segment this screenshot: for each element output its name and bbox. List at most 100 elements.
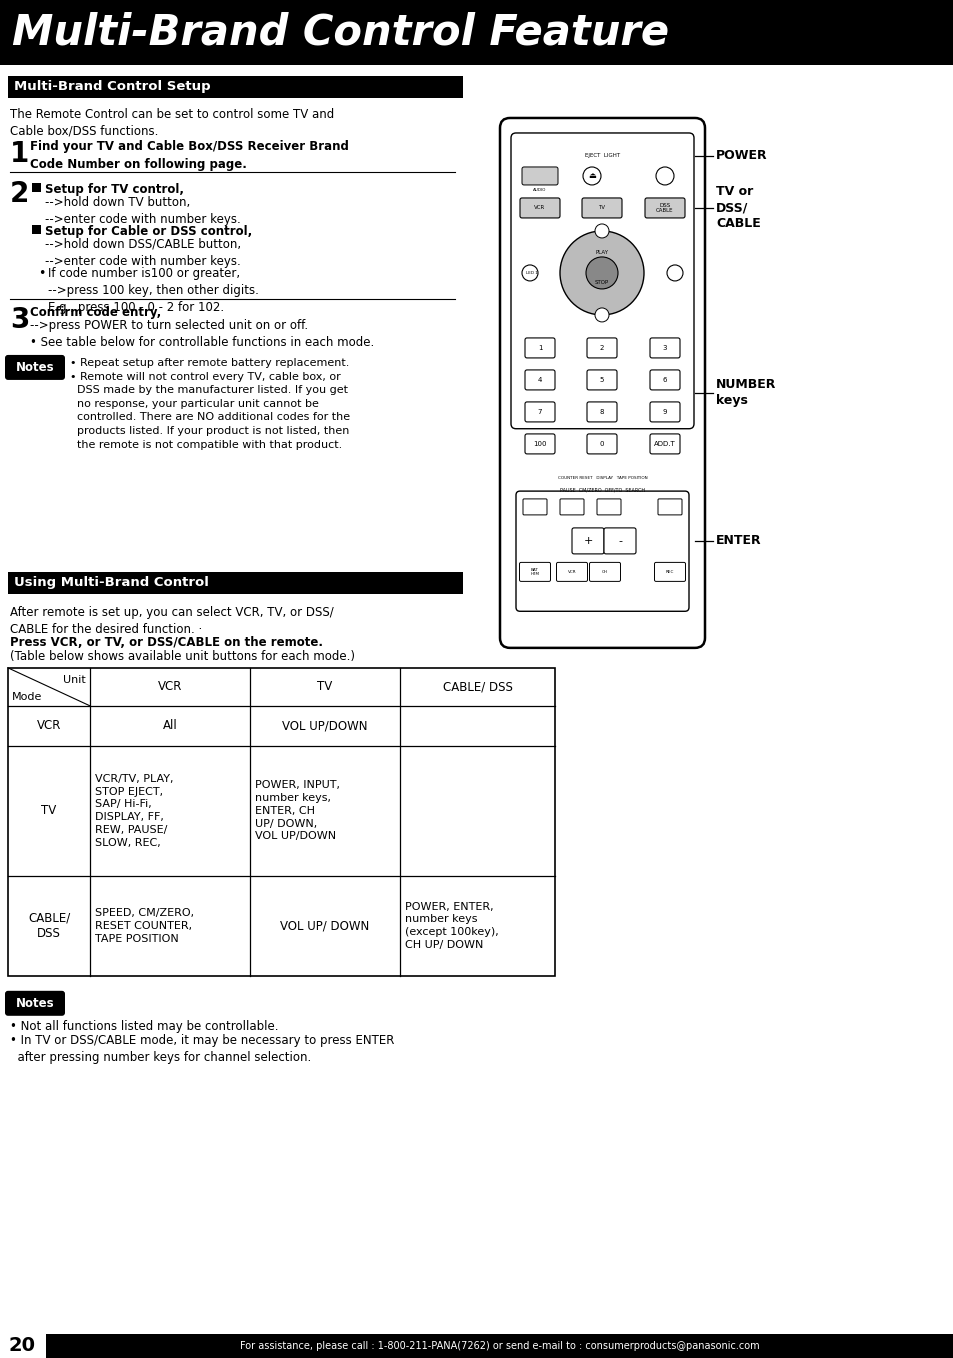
FancyBboxPatch shape [649,369,679,390]
FancyBboxPatch shape [516,492,688,611]
FancyBboxPatch shape [524,435,555,454]
Circle shape [666,265,682,281]
Text: For assistance, please call : 1-800-211-PANA(7262) or send e-mail to : consumerp: For assistance, please call : 1-800-211-… [240,1340,759,1351]
Bar [0,0,953,65]
FancyBboxPatch shape [499,118,704,648]
Text: 2: 2 [599,345,603,350]
Text: TV: TV [41,804,56,818]
Text: DSS
CABLE: DSS CABLE [656,204,673,213]
Text: Notes: Notes [15,361,54,373]
Text: SPEED, CM/ZERO,
RESET COUNTER,
TAPE POSITION: SPEED, CM/ZERO, RESET COUNTER, TAPE POSI… [95,909,193,944]
Text: 0: 0 [599,441,603,447]
Text: REC: REC [665,570,674,574]
FancyBboxPatch shape [586,435,617,454]
Text: Press VCR, or TV, or DSS/CABLE on the remote.: Press VCR, or TV, or DSS/CABLE on the re… [10,636,323,649]
FancyBboxPatch shape [511,133,693,429]
Text: +: + [582,536,592,546]
Text: 3: 3 [10,306,30,334]
Text: 1: 1 [10,140,30,168]
Circle shape [585,257,618,289]
Text: VCR/TV, PLAY,
STOP EJECT,
SAP/ Hi-Fi,
DISPLAY, FF,
REW, PAUSE/
SLOW, REC,: VCR/TV, PLAY, STOP EJECT, SAP/ Hi-Fi, DI… [95,774,173,847]
Text: EJECT  LIGHT: EJECT LIGHT [584,153,619,159]
Bar [32,183,41,191]
Text: BAT
HTM: BAT HTM [530,568,539,576]
Circle shape [595,224,608,238]
Text: -->hold down TV button,
-->enter code with number keys.: -->hold down TV button, -->enter code wi… [45,196,240,225]
FancyBboxPatch shape [5,991,65,1016]
FancyBboxPatch shape [658,498,681,515]
FancyBboxPatch shape [586,338,617,359]
Text: CABLE/
DSS: CABLE/ DSS [28,911,71,940]
FancyBboxPatch shape [524,369,555,390]
Text: 100: 100 [533,441,546,447]
Text: -->hold down DSS/CABLE button,
-->enter code with number keys.: -->hold down DSS/CABLE button, -->enter … [45,238,241,268]
Text: • Repeat setup after remote battery replacement.
• Remote will not control every: • Repeat setup after remote battery repl… [70,359,350,449]
FancyBboxPatch shape [586,402,617,422]
FancyBboxPatch shape [649,338,679,359]
FancyBboxPatch shape [524,402,555,422]
Text: Multi-Brand Control Setup: Multi-Brand Control Setup [14,80,211,94]
FancyBboxPatch shape [649,435,679,454]
FancyBboxPatch shape [519,198,559,217]
FancyBboxPatch shape [5,354,65,380]
Text: 20: 20 [9,1336,35,1355]
Bar [8,76,462,98]
FancyBboxPatch shape [521,167,558,185]
Circle shape [559,231,643,315]
Text: VCR: VCR [567,570,576,574]
Text: Multi-Brand Control Feature: Multi-Brand Control Feature [12,11,668,53]
Text: (Table below shows available unit buttons for each mode.): (Table below shows available unit button… [10,650,355,663]
Text: TV: TV [317,680,333,694]
Text: After remote is set up, you can select VCR, TV, or DSS/
CABLE for the desired fu: After remote is set up, you can select V… [10,606,334,636]
Text: PLAY: PLAY [595,250,608,255]
Text: • In TV or DSS/CABLE mode, it may be necessary to press ENTER
  after pressing n: • In TV or DSS/CABLE mode, it may be nec… [10,1033,394,1063]
Text: STOP: STOP [595,281,608,285]
Bar [8,572,462,593]
FancyBboxPatch shape [603,528,636,554]
Text: All: All [162,720,177,732]
FancyBboxPatch shape [524,338,555,359]
Text: POWER, ENTER,
number keys
(except 100key),
CH UP/ DOWN: POWER, ENTER, number keys (except 100key… [405,902,498,951]
Text: VOL UP/ DOWN: VOL UP/ DOWN [280,919,369,933]
Text: The Remote Control can be set to control some TV and
Cable box/DSS functions.: The Remote Control can be set to control… [10,109,334,139]
Text: 6: 6 [662,378,666,383]
Text: 7: 7 [537,409,541,416]
FancyBboxPatch shape [586,369,617,390]
Text: POWER, INPUT,
number keys,
ENTER, CH
UP/ DOWN,
VOL UP/DOWN: POWER, INPUT, number keys, ENTER, CH UP/… [254,781,339,842]
Text: Find your TV and Cable Box/DSS Receiver Brand
Code Number on following page.: Find your TV and Cable Box/DSS Receiver … [30,140,349,171]
Text: 5: 5 [599,378,603,383]
Bar [32,225,41,234]
Text: POWER: POWER [716,149,767,163]
Text: Confirm code entry,: Confirm code entry, [30,306,161,319]
Bar [46,1334,953,1358]
FancyBboxPatch shape [581,198,621,217]
Circle shape [595,308,608,322]
Circle shape [582,167,600,185]
Text: 4: 4 [537,378,541,383]
Text: VOL UP/DOWN: VOL UP/DOWN [282,720,367,732]
Text: CABLE/ DSS: CABLE/ DSS [442,680,512,694]
Text: ENTER: ENTER [716,535,760,547]
Text: Notes: Notes [15,997,54,1010]
Text: Setup for Cable or DSS control,: Setup for Cable or DSS control, [45,225,252,238]
FancyBboxPatch shape [522,498,546,515]
FancyBboxPatch shape [519,562,550,581]
Text: Setup for TV control,: Setup for TV control, [45,183,184,196]
Text: Using Multi-Brand Control: Using Multi-Brand Control [14,576,209,589]
Text: Mode: Mode [12,691,42,702]
Text: Unit: Unit [63,675,86,684]
FancyBboxPatch shape [556,562,587,581]
Text: 1: 1 [537,345,541,350]
Text: VCR: VCR [534,205,545,210]
Circle shape [521,265,537,281]
Text: 9: 9 [662,409,666,416]
FancyBboxPatch shape [597,498,620,515]
Text: CH: CH [601,570,607,574]
Text: -->press POWER to turn selected unit on or off.
• See table below for controllab: -->press POWER to turn selected unit on … [30,319,374,349]
Text: TV or
DSS/
CABLE: TV or DSS/ CABLE [716,186,760,231]
FancyBboxPatch shape [644,198,684,217]
Text: -: - [618,536,621,546]
Text: VCR: VCR [157,680,182,694]
FancyBboxPatch shape [559,498,583,515]
Text: 8: 8 [599,409,603,416]
